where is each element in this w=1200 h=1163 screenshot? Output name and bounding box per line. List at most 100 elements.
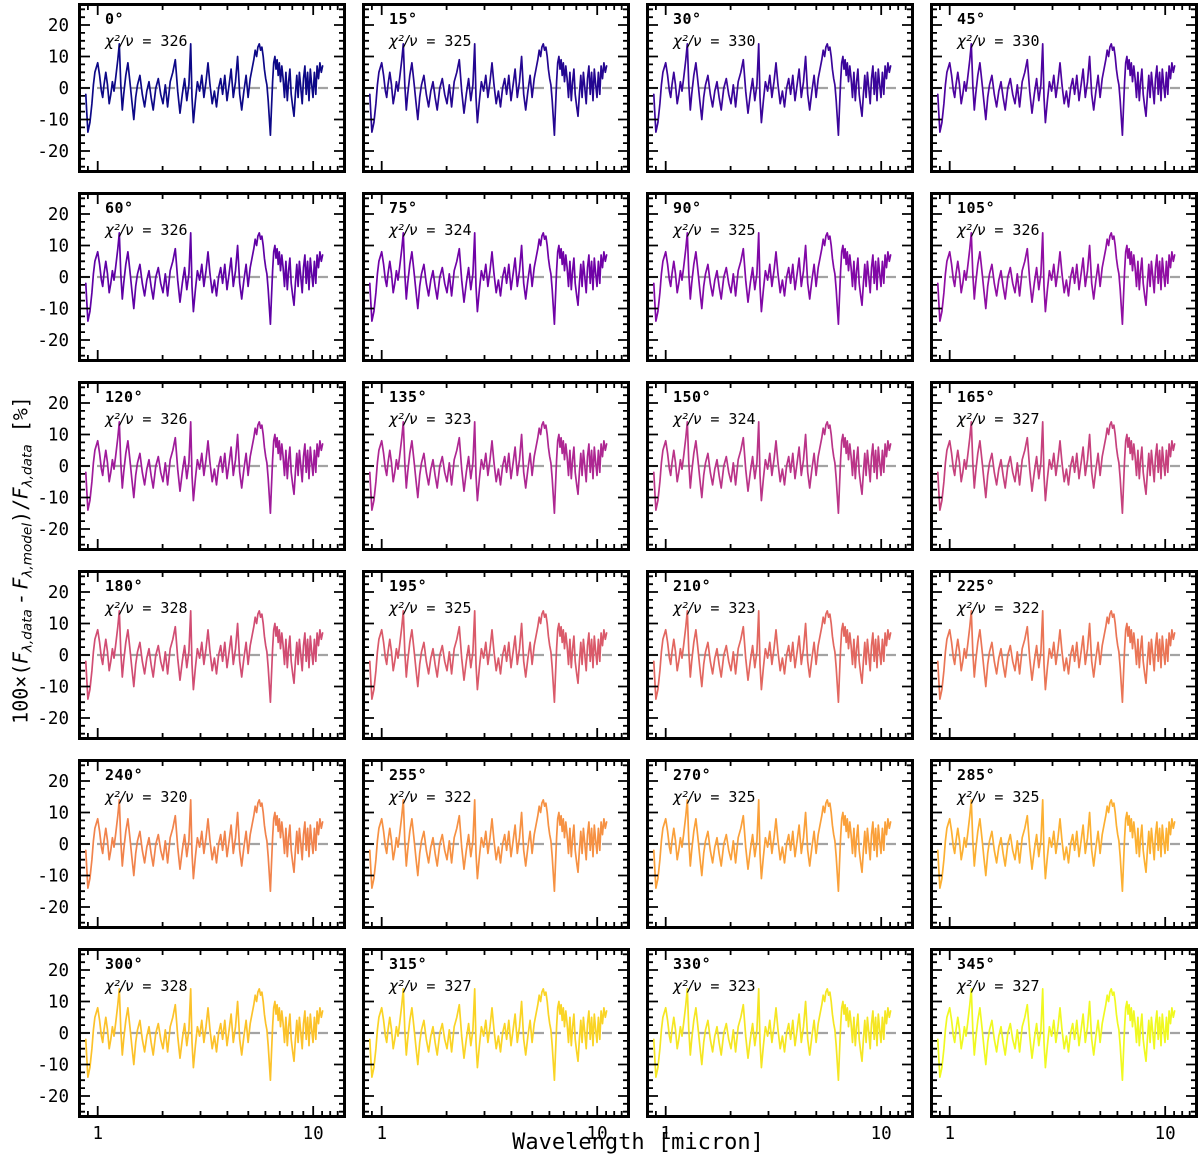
y-axis-label: 100×(Fλ,data - Fλ,model)/Fλ,data [%] [8, 396, 36, 724]
residual-line [936, 43, 1176, 137]
panel-345deg: 1 10 345° χ²/ν = 327 [930, 948, 1198, 1144]
residual-line [84, 232, 324, 326]
residual-line [368, 988, 608, 1082]
x-tick-label: 1 [660, 1124, 671, 1144]
y-tick-label: -20 [37, 898, 69, 918]
y-tick-label: 20 [48, 205, 69, 225]
panel-frame [78, 570, 346, 740]
residual-line [84, 799, 324, 893]
y-tick-label: 20 [48, 583, 69, 603]
residual-line [652, 232, 892, 326]
residual-line [84, 610, 324, 704]
panel-330deg: 1 10 330° χ²/ν = 323 [646, 948, 914, 1144]
panel-90deg: 90° χ²/ν = 325 [646, 192, 914, 362]
panel-240deg: 20 10 0 -10 -20 240° χ²/ν = 320 [37, 759, 346, 929]
panel-plot [930, 570, 1198, 740]
panel-150deg: 150° χ²/ν = 324 [646, 381, 914, 551]
axis-ticks [932, 383, 1198, 549]
x-tick-label: 1 [92, 1124, 103, 1144]
axis-ticks [80, 761, 346, 927]
panel-frame [362, 381, 630, 551]
axis-ticks [364, 5, 630, 171]
y-tick-label: -10 [37, 488, 69, 508]
y-tick-label: -10 [37, 110, 69, 130]
panel-180deg: 20 10 0 -10 -20 180° χ²/ν = 328 [37, 570, 346, 740]
panel-frame [362, 759, 630, 929]
y-tick-label: 20 [48, 16, 69, 36]
residual-line [652, 421, 892, 515]
y-tick-label: -20 [37, 142, 69, 162]
panel-270deg: 270° χ²/ν = 325 [646, 759, 914, 929]
axis-ticks [932, 572, 1198, 738]
residual-line [368, 43, 608, 137]
y-tick-label: -20 [37, 520, 69, 540]
residual-line [368, 421, 608, 515]
y-tick-label: 10 [48, 615, 69, 635]
panel-120deg: 20 10 0 -10 -20 120° χ²/ν = 326 [37, 381, 346, 551]
residual-line [84, 43, 324, 137]
panel-frame [930, 570, 1198, 740]
residual-line [84, 421, 324, 515]
y-tick-label: 20 [48, 394, 69, 414]
panel-plot: 20 10 0 -10 -20 [37, 381, 346, 551]
residual-line [936, 988, 1176, 1082]
residual-line [368, 799, 608, 893]
y-tick-label: 10 [48, 48, 69, 68]
residual-line [936, 799, 1176, 893]
y-tick-label: 10 [48, 993, 69, 1013]
y-tick-label: -20 [37, 331, 69, 351]
x-tick-label: 10 [871, 1124, 892, 1144]
panel-225deg: 225° χ²/ν = 322 [930, 570, 1198, 740]
panel-frame [78, 192, 346, 362]
panel-frame [78, 759, 346, 929]
y-tick-label: 0 [58, 646, 69, 666]
panel-plot [646, 570, 914, 740]
y-tick-label: -10 [37, 677, 69, 697]
x-tick-label: 1 [944, 1124, 955, 1144]
panel-frame [646, 3, 914, 173]
panel-plot [930, 759, 1198, 929]
axis-ticks [364, 572, 630, 738]
panel-frame [362, 570, 630, 740]
panel-plot [362, 3, 630, 173]
axis-ticks [364, 383, 630, 549]
panel-plot [362, 192, 630, 362]
panel-plot [930, 381, 1198, 551]
residual-line [936, 610, 1176, 704]
y-tick-label: -10 [37, 866, 69, 886]
panel-frame [362, 3, 630, 173]
axis-ticks [80, 194, 346, 360]
panel-frame [930, 948, 1198, 1118]
panel-plot: 1 10 [362, 948, 630, 1144]
panel-frame [646, 381, 914, 551]
panel-255deg: 255° χ²/ν = 322 [362, 759, 630, 929]
panel-15deg: 15° χ²/ν = 325 [362, 3, 630, 173]
axis-ticks [932, 950, 1198, 1116]
panel-plot [362, 570, 630, 740]
axis-ticks [648, 572, 914, 738]
x-axis-label: Wavelength [micron] [512, 1130, 764, 1155]
panel-plot [362, 759, 630, 929]
panel-165deg: 165° χ²/ν = 327 [930, 381, 1198, 551]
panel-frame [646, 192, 914, 362]
axis-ticks [80, 5, 346, 171]
x-tick-label: 10 [303, 1124, 324, 1144]
panel-210deg: 210° χ²/ν = 323 [646, 570, 914, 740]
panel-75deg: 75° χ²/ν = 324 [362, 192, 630, 362]
residual-line [652, 610, 892, 704]
panel-285deg: 285° χ²/ν = 325 [930, 759, 1198, 929]
y-tick-label: -10 [37, 299, 69, 319]
panel-plot: 1 10 [646, 948, 914, 1144]
residual-line [936, 232, 1176, 326]
y-tick-label: 10 [48, 426, 69, 446]
panel-0deg: 20 10 0 -10 -20 0° χ²/ν = 326 [37, 3, 346, 173]
panel-30deg: 30° χ²/ν = 330 [646, 3, 914, 173]
panel-frame [930, 3, 1198, 173]
residual-line [652, 988, 892, 1082]
panel-frame [646, 570, 914, 740]
y-tick-label: 0 [58, 835, 69, 855]
axis-ticks [364, 194, 630, 360]
panel-plot [362, 381, 630, 551]
axis-ticks [932, 761, 1198, 927]
axis-ticks [364, 950, 630, 1116]
